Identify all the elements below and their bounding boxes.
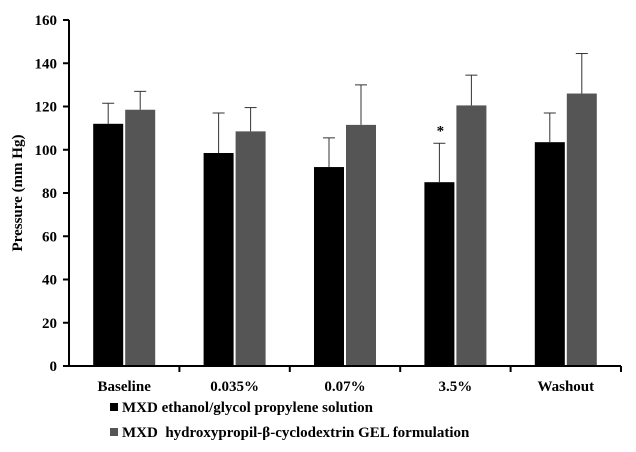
bar-1-3 [456,105,487,366]
bar-1-1 [235,131,266,366]
bars [93,93,597,367]
y-axis: 0 20 40 60 80 100 120 140 160 [35,13,69,375]
bar-1-2 [346,124,376,366]
x-tick-label-2: 0.07% [324,379,365,395]
y-tick-label-40: 40 [42,273,57,289]
legend: MXD ethanol/glycol propylene solution MXD… [110,400,470,441]
bar-0-0 [93,123,124,366]
x-tick-label-1: 0.035% [210,379,259,395]
x-axis: Baseline 0.035% 0.07% 3.5% Washout [98,366,622,395]
legend-label-1: MXD hydroxypropil-β-cyclodextrin GEL for… [122,425,470,441]
error-bars [102,53,588,183]
y-axis-label: Pressure (mm Hg) [10,135,26,252]
bar-1-4 [566,93,597,367]
y-tick-label-100: 100 [35,143,58,159]
legend-swatch-0 [110,403,118,411]
y-tick-label-80: 80 [42,186,57,202]
annotations: * [437,123,445,139]
x-tick-label-3: 3.5% [439,379,473,395]
y-tick-label-160: 160 [35,13,58,29]
y-tick-label-0: 0 [50,359,58,375]
legend-label-0: MXD ethanol/glycol propylene solution [122,400,374,416]
y-tick-label-60: 60 [42,229,57,245]
bar-0-4 [534,142,565,366]
legend-swatch-1 [110,428,118,436]
y-tick-label-140: 140 [35,56,58,72]
y-tick-label-20: 20 [42,316,57,332]
bar-0-1 [203,152,234,366]
x-tick-label-0: Baseline [98,379,152,395]
bar-0-3 [424,182,455,366]
bar-0-2 [314,167,344,366]
annotation-0: * [437,123,445,139]
bar-1-0 [125,109,156,367]
y-tick-label-120: 120 [35,100,58,116]
x-tick-label-4: Washout [537,379,594,395]
